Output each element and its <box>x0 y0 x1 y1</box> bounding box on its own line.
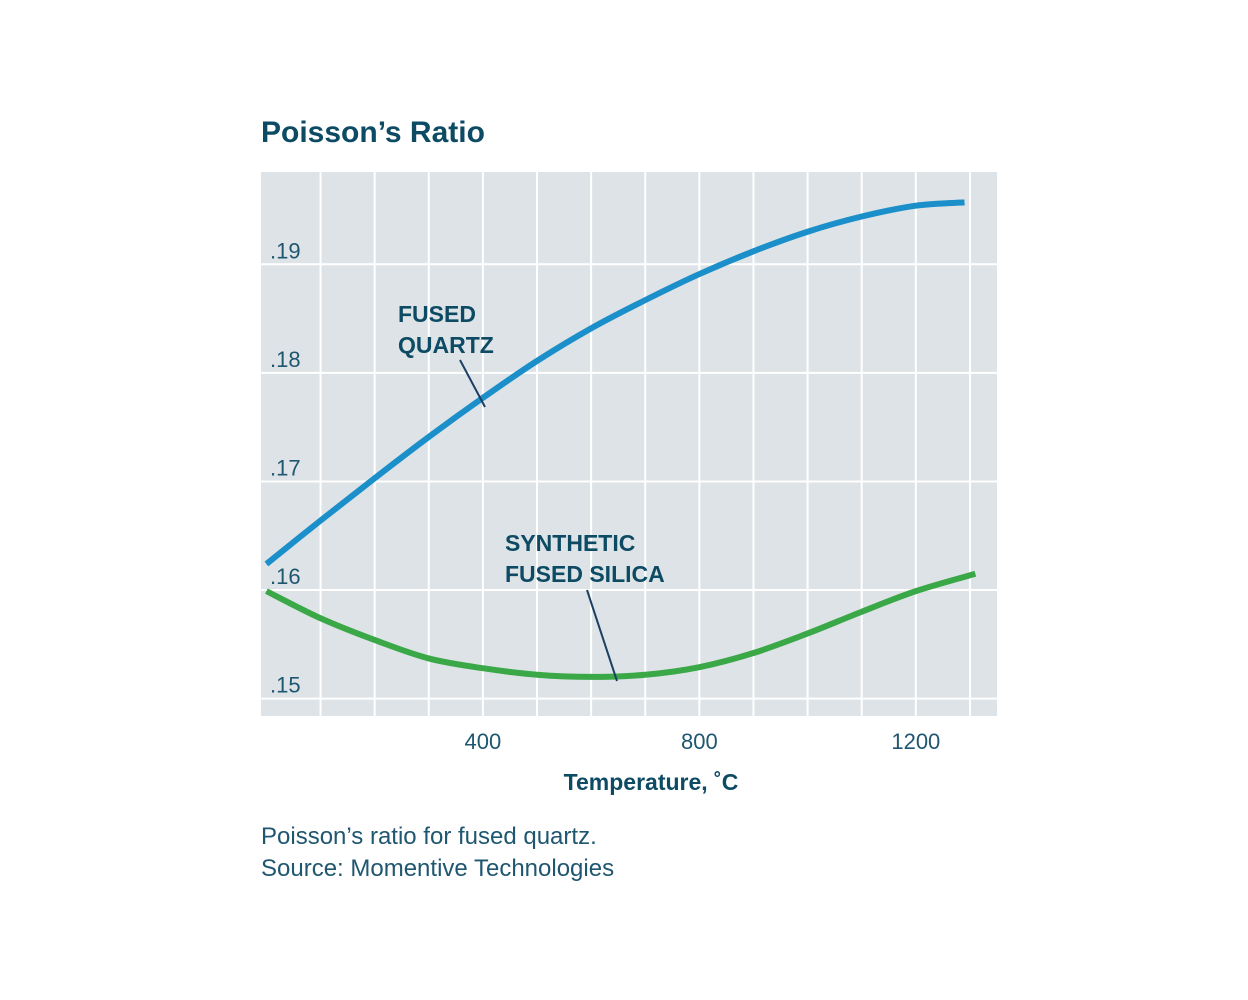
grid-lines <box>261 172 997 716</box>
series-annotations: FUSED QUARTZ SYNTHETIC FUSED SILICA <box>398 301 665 682</box>
fused-quartz-label-line2: QUARTZ <box>398 332 494 358</box>
y-tick-label: .15 <box>270 673 301 698</box>
fused-quartz-leader-line <box>459 359 486 408</box>
x-tick-label: 1200 <box>891 729 940 754</box>
x-tick-label: 400 <box>465 729 502 754</box>
y-tick-label: .17 <box>270 455 301 480</box>
fused-quartz-line <box>264 199 965 567</box>
caption-line-2: Source: Momentive Technologies <box>261 855 614 882</box>
x-axis-tick-labels: 400 800 1200 <box>465 729 941 754</box>
synthetic-fused-silica-line <box>265 570 977 680</box>
fused-quartz-label-line1: FUSED <box>398 301 476 327</box>
synthetic-fused-silica-label-line2: FUSED SILICA <box>505 561 665 587</box>
synthetic-fused-silica-leader-line <box>586 589 618 682</box>
y-tick-label: .18 <box>270 347 301 372</box>
y-axis-tick-labels: .15 .16 .17 .18 .19 <box>270 238 301 697</box>
series-lines <box>264 199 977 680</box>
x-tick-label: 800 <box>681 729 718 754</box>
synthetic-fused-silica-label-line1: SYNTHETIC <box>505 530 635 556</box>
chart-title: Poisson’s Ratio <box>261 116 485 149</box>
plot-area <box>261 172 997 716</box>
y-tick-label: .19 <box>270 238 301 263</box>
y-tick-label: .16 <box>270 564 301 589</box>
caption-line-1: Poisson’s ratio for fused quartz. <box>261 823 597 850</box>
x-axis-label: Temperature, ˚C <box>564 769 739 795</box>
